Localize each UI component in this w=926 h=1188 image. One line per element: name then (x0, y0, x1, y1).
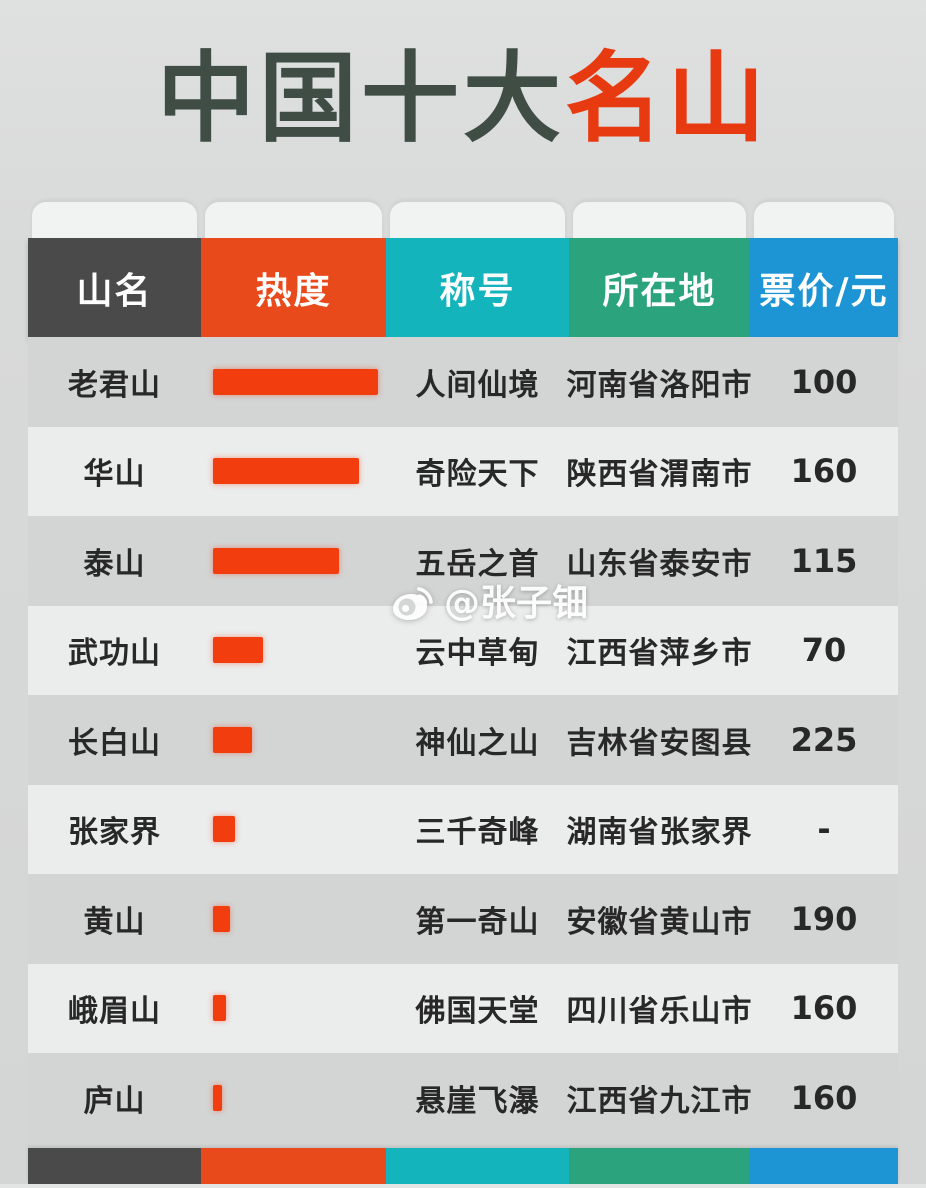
cell-location: 安徽省黄山市 (566, 904, 753, 940)
footer-strip-segment-price (750, 1148, 898, 1184)
heat-bar-cell (201, 516, 386, 606)
table-row: 泰山 五岳之首 山东省泰安市 115 (28, 516, 898, 606)
heat-bar (213, 368, 378, 395)
heat-bar (213, 547, 339, 574)
heat-bar-cell (201, 874, 386, 964)
cell-location: 江西省九江市 (566, 1083, 753, 1119)
footer-strip-segment-location (569, 1148, 750, 1184)
heat-bar-cell (201, 337, 386, 427)
cell-price: 115 (790, 541, 858, 580)
table-body: 老君山 人间仙境 河南省洛阳市 100 华山 奇险天下 陕西省渭南市 160 泰山 五岳之首 山东省… (28, 337, 898, 1143)
heat-bar (213, 458, 359, 485)
title-accent: 名山 (565, 42, 770, 156)
footer-strip (28, 1148, 898, 1184)
cell-name: 武功山 (68, 636, 161, 672)
cell-price: 225 (790, 720, 858, 759)
table-header: 山名 热度 称号 所在地 票价/元 (28, 238, 898, 337)
cell-name: 老君山 (68, 367, 161, 403)
cell-name: 黄山 (83, 904, 146, 940)
column-tabs (28, 198, 898, 246)
footer-strip-segment-heat (201, 1148, 386, 1184)
footer-strip-segment-alias (386, 1148, 569, 1184)
table-row: 老君山 人间仙境 河南省洛阳市 100 (28, 337, 898, 427)
column-header-heat: 热度 (201, 238, 386, 337)
cell-name: 华山 (83, 457, 146, 493)
column-tab-alias (386, 198, 569, 246)
heat-bar (213, 637, 263, 664)
cell-alias: 人间仙境 (415, 367, 540, 403)
cell-alias: 佛国天堂 (415, 994, 540, 1030)
heat-bar-cell (201, 695, 386, 785)
cell-location: 山东省泰安市 (566, 546, 753, 582)
table-row: 长白山 神仙之山 吉林省安图县 225 (28, 695, 898, 785)
cell-alias: 五岳之首 (415, 546, 540, 582)
heat-bar (213, 905, 230, 932)
cell-location: 湖南省张家界 (566, 815, 753, 851)
cell-price: 190 (790, 899, 858, 938)
title-main: 中国十大 (156, 42, 565, 156)
cell-location: 陕西省渭南市 (566, 457, 753, 493)
column-tab-location (569, 198, 750, 246)
watermark: @张子钿 (390, 574, 588, 626)
heat-bar-cell (201, 1053, 386, 1143)
mountain-table: 山名 热度 称号 所在地 票价/元 老君山 人间仙境 河南省洛阳市 100 华山 奇险天下 陕西省渭… (28, 198, 898, 1143)
cell-price: - (817, 810, 831, 849)
footer-strip-segment-name (28, 1148, 201, 1184)
cell-alias: 悬崖飞瀑 (415, 1083, 540, 1119)
heat-bar-cell (201, 964, 386, 1054)
weibo-icon (393, 587, 433, 620)
cell-alias: 神仙之山 (415, 725, 540, 761)
heat-bar-cell (201, 785, 386, 875)
cell-price: 160 (790, 1078, 858, 1117)
column-header-price: 票价/元 (750, 238, 898, 337)
page-title: 中国十大名山 (0, 45, 926, 154)
table-row: 华山 奇险天下 陕西省渭南市 160 (28, 426, 898, 517)
heat-bar-cell (201, 427, 386, 517)
cell-name: 泰山 (83, 546, 146, 582)
cell-name: 张家界 (68, 815, 161, 851)
heat-bar (213, 1084, 222, 1111)
cell-alias: 三千奇峰 (415, 815, 540, 851)
cell-alias: 奇险天下 (415, 457, 540, 493)
column-header-name: 山名 (28, 238, 201, 337)
column-tab-name (28, 198, 201, 246)
cell-name: 庐山 (83, 1083, 146, 1119)
cell-name: 峨眉山 (68, 994, 161, 1030)
heat-bar (213, 995, 226, 1022)
cell-price: 70 (801, 631, 847, 670)
column-tab-heat (201, 198, 386, 246)
cell-location: 四川省乐山市 (566, 994, 753, 1030)
heat-bar (213, 816, 235, 843)
table-row: 武功山 云中草甸 江西省萍乡市 70 (28, 605, 898, 696)
table-row: 黄山 第一奇山 安徽省黄山市 190 (28, 874, 898, 964)
column-header-alias: 称号 (386, 238, 569, 337)
cell-alias: 云中草甸 (415, 636, 540, 672)
cell-price: 100 (790, 362, 858, 401)
cell-location: 江西省萍乡市 (566, 636, 753, 672)
cell-price: 160 (790, 989, 858, 1028)
cell-location: 吉林省安图县 (566, 725, 753, 761)
cell-location: 河南省洛阳市 (566, 367, 753, 403)
cell-name: 长白山 (68, 725, 161, 761)
table-row: 峨眉山 佛国天堂 四川省乐山市 160 (28, 963, 898, 1054)
watermark-handle: @张子钿 (444, 583, 589, 624)
table-row: 庐山 悬崖飞瀑 江西省九江市 160 (28, 1053, 898, 1143)
heat-bar (213, 726, 252, 753)
heat-bar-cell (201, 606, 386, 696)
column-tab-price (750, 198, 898, 246)
footer-bottom-edge (0, 1184, 926, 1188)
cell-price: 160 (790, 452, 858, 491)
table-row: 张家界 三千奇峰 湖南省张家界 - (28, 784, 898, 875)
column-header-location: 所在地 (569, 238, 750, 337)
cell-alias: 第一奇山 (415, 904, 540, 940)
